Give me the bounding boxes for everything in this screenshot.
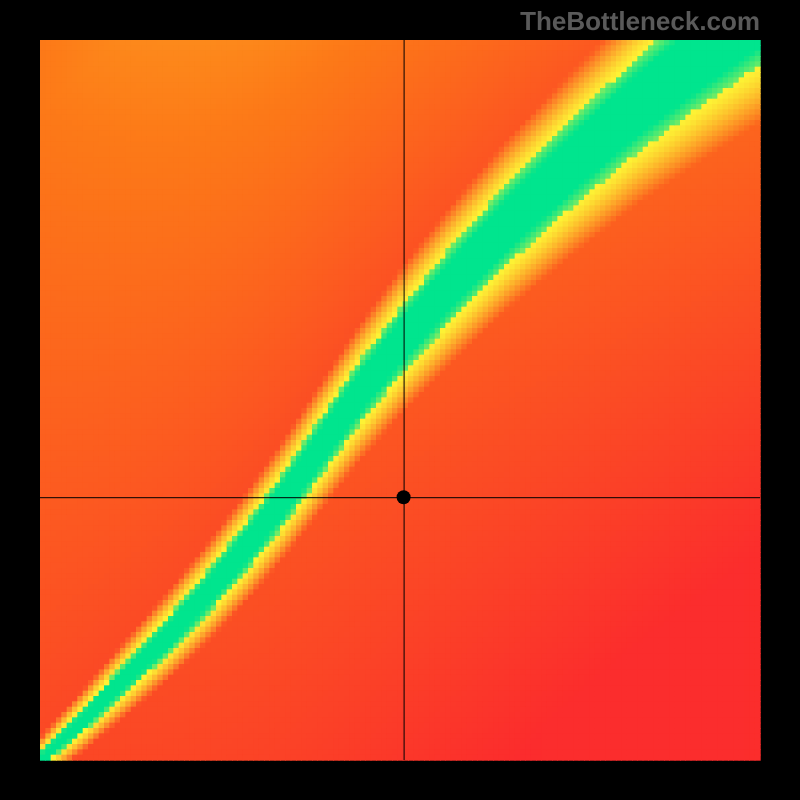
bottleneck-heatmap bbox=[0, 0, 800, 800]
chart-container: { "watermark": { "text": "TheBottleneck.… bbox=[0, 0, 800, 800]
watermark-text: TheBottleneck.com bbox=[520, 6, 760, 37]
